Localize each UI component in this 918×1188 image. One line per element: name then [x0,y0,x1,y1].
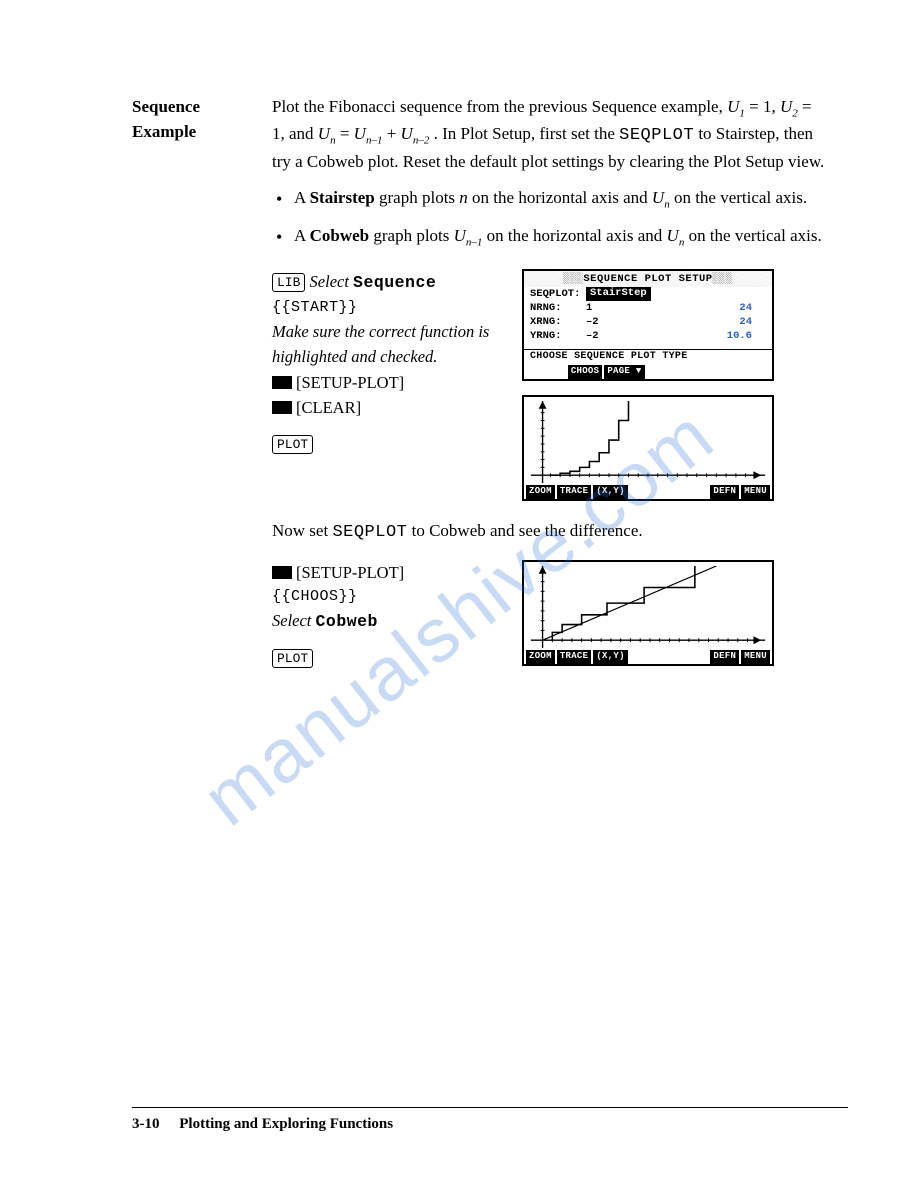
sidehead-line2: Example [132,120,260,145]
clear-key: [CLEAR] [296,398,361,417]
shift-key-icon [272,566,292,579]
shift-key-icon [272,376,292,389]
sidehead-line1: Sequence [132,95,260,120]
setup-plot-key: [SETUP-PLOT] [296,373,404,392]
bullet-stairstep: A Stairstep graph plots n on the horizon… [272,186,828,213]
menu-menu-2: MENU [741,650,770,664]
menu-trace-2: TRACE [557,650,592,664]
stairstep-plot: ZOOM TRACE (X,Y) DEFN MENU [522,395,774,501]
cobweb-svg [530,566,766,648]
plot-key: PLOT [272,435,313,454]
footer: 3-10 Plotting and Exploring Functions [132,1107,848,1136]
choos-softkey: {{CHOOS}} [272,585,504,608]
stairstep-svg [530,401,766,483]
seqplot-value: StairStep [586,287,651,301]
setup-screen: ░░░SEQUENCE PLOT SETUP░░░ SEQPLOT:StairS… [522,269,774,381]
start-softkey: {{START}} [272,296,504,319]
page-number: 3-10 [132,1116,160,1132]
steps-column-1: LIB Select Sequence {{START}} Make sure … [272,269,504,501]
menu-defn: DEFN [710,485,739,499]
intro-paragraph: Plot the Fibonacci sequence from the pre… [272,95,828,174]
chapter-title: Plotting and Exploring Functions [179,1116,393,1132]
lib-key: LIB [272,273,305,292]
cobweb-plot: ZOOM TRACE (X,Y) DEFN MENU [522,560,774,666]
menu-page: PAGE ▼ [604,365,644,379]
setup-help: CHOOSE SEQUENCE PLOT TYPE [524,349,772,365]
bullet-cobweb: A Cobweb graph plots Un–1 on the horizon… [272,224,828,251]
plot-key-2: PLOT [272,649,313,668]
steps-column-2: [SETUP-PLOT] {{CHOOS}} Select Cobweb PLO… [272,560,504,671]
menu-zoom-2: ZOOM [526,650,555,664]
menu-xy-2: (X,Y) [593,650,628,664]
shift-key-icon [272,401,292,414]
menu-zoom: ZOOM [526,485,555,499]
side-heading: Sequence Example [132,95,272,671]
setup-plot-key-2: [SETUP-PLOT] [296,563,404,582]
menu-choos: CHOOS [568,365,603,379]
menu-defn-2: DEFN [710,650,739,664]
menu-menu: MENU [741,485,770,499]
step1-note: Make sure the correct function is highli… [272,319,504,370]
setup-title: ░░░SEQUENCE PLOT SETUP░░░ [524,271,772,287]
menu-xy: (X,Y) [593,485,628,499]
menu-trace: TRACE [557,485,592,499]
intermediate-text: Now set SEQPLOT to Cobweb and see the di… [272,519,828,546]
